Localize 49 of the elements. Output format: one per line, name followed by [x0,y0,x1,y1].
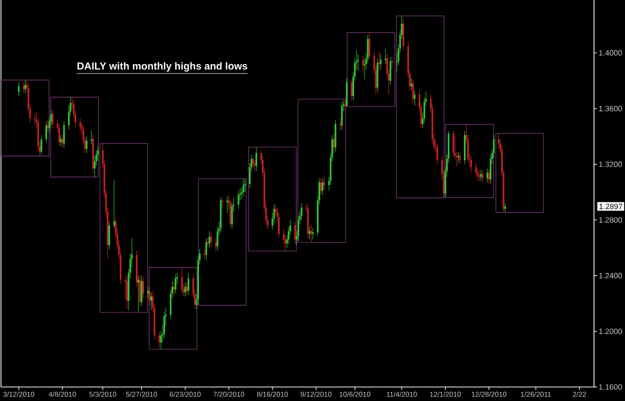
candlestick [63,120,65,148]
candlestick [480,170,482,182]
candlestick [45,120,48,144]
candlestick [230,198,232,229]
candlestick [346,78,348,107]
candlestick [174,274,176,294]
candlestick [181,267,183,294]
candlestick [482,170,484,183]
candlestick [498,133,500,150]
candlestick [215,238,217,251]
candlestick [341,101,343,130]
candlestick [90,130,92,146]
candlestick [457,151,460,164]
candlestick [18,82,20,96]
candlestick [300,202,302,220]
text: DAILY with monthly highs and lows [78,62,248,72]
candlestick [410,78,412,91]
candlestick [126,275,128,310]
candlestick [147,286,149,298]
candlestick [384,48,386,64]
candlestick [436,143,438,165]
candlestick [350,79,352,101]
candlestick [108,221,110,250]
candlestick [475,162,477,178]
candlestick [222,197,224,210]
candlestick [504,202,506,213]
candlestick [205,238,208,261]
candlestick [255,146,258,172]
candlestick [188,272,190,296]
candlestick [312,228,314,240]
candlestick [452,130,454,158]
candlestick [140,275,142,307]
candlestick [231,202,233,229]
candlestick [40,134,42,155]
candlestick [52,110,54,128]
candlestick [368,32,370,60]
candlestick [163,312,166,339]
candlestick [470,156,472,173]
candlestick [357,54,359,72]
candlestick [226,196,228,214]
candlestick [294,221,296,244]
candlestick [252,157,254,169]
candlestick [362,55,364,72]
candlestick [402,19,404,50]
candlestick [478,170,480,182]
candlestick [142,276,144,298]
candlestick [238,190,240,210]
candlestick [204,248,206,260]
candlestick [210,232,212,247]
